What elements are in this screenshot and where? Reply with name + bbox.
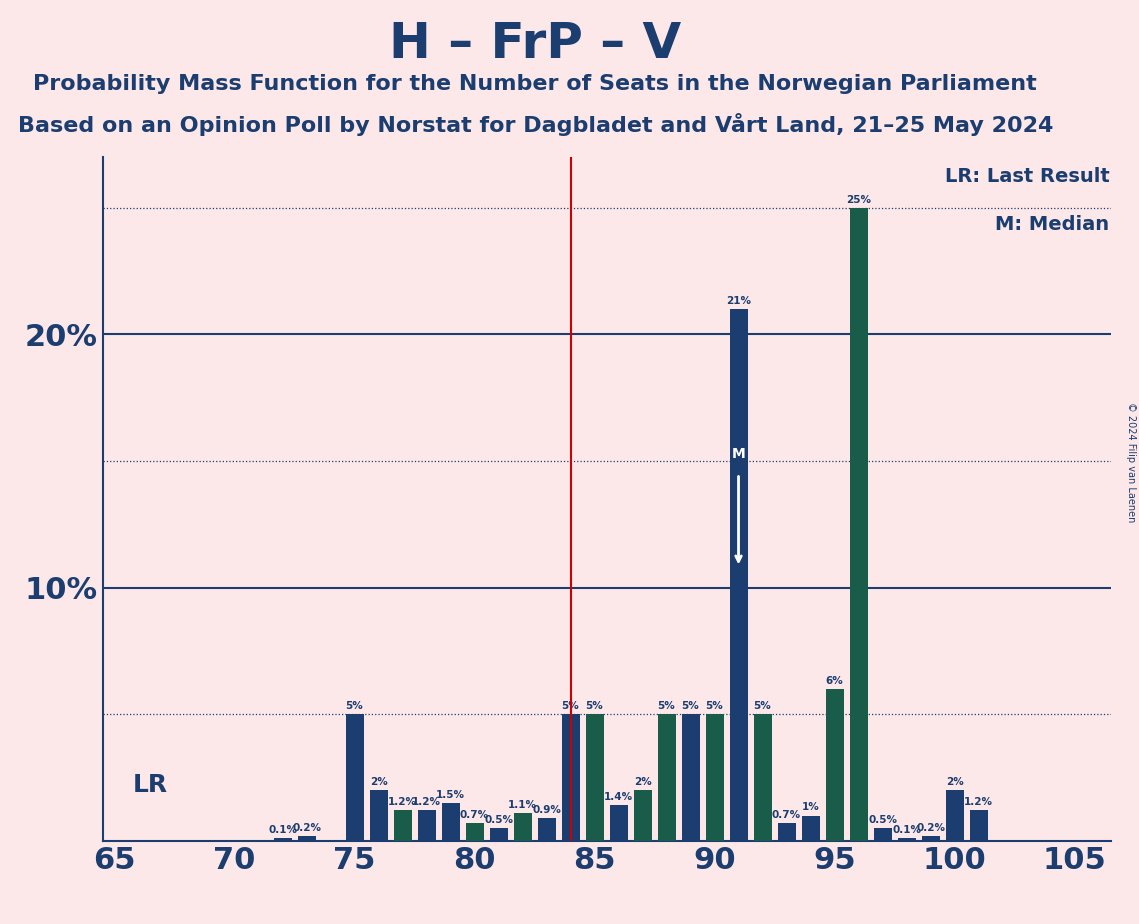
Bar: [297, 836, 316, 841]
Bar: [514, 813, 532, 841]
Text: 1.2%: 1.2%: [412, 797, 441, 808]
Bar: [393, 810, 411, 841]
Bar: [369, 790, 387, 841]
Text: 1.2%: 1.2%: [388, 797, 417, 808]
Bar: [442, 803, 459, 841]
Text: Probability Mass Function for the Number of Seats in the Norwegian Parliament: Probability Mass Function for the Number…: [33, 74, 1038, 94]
Text: 2%: 2%: [633, 777, 652, 787]
Text: 0.9%: 0.9%: [532, 805, 560, 815]
Text: 5%: 5%: [681, 701, 699, 711]
Bar: [898, 838, 916, 841]
Text: LR: Last Result: LR: Last Result: [944, 167, 1109, 187]
Text: 25%: 25%: [846, 195, 871, 205]
Text: M: M: [731, 447, 745, 461]
Text: 5%: 5%: [657, 701, 675, 711]
Bar: [562, 714, 580, 841]
Text: 1.4%: 1.4%: [604, 793, 633, 802]
Bar: [729, 309, 747, 841]
Bar: [850, 208, 868, 841]
Text: 5%: 5%: [706, 701, 723, 711]
Text: 0.1%: 0.1%: [892, 825, 921, 835]
Bar: [585, 714, 604, 841]
Text: 5%: 5%: [345, 701, 363, 711]
Bar: [633, 790, 652, 841]
Bar: [778, 823, 795, 841]
Text: 2%: 2%: [370, 777, 387, 787]
Bar: [490, 828, 508, 841]
Text: 5%: 5%: [754, 701, 771, 711]
Bar: [705, 714, 723, 841]
Text: 0.5%: 0.5%: [868, 815, 898, 825]
Text: 1%: 1%: [802, 802, 819, 812]
Bar: [273, 838, 292, 841]
Text: 6%: 6%: [826, 675, 843, 686]
Text: 0.2%: 0.2%: [292, 822, 321, 833]
Text: 0.1%: 0.1%: [268, 825, 297, 835]
Bar: [681, 714, 699, 841]
Bar: [874, 828, 892, 841]
Text: 5%: 5%: [585, 701, 604, 711]
Bar: [418, 810, 435, 841]
Text: 2%: 2%: [945, 777, 964, 787]
Text: LR: LR: [133, 773, 169, 797]
Text: 0.7%: 0.7%: [772, 810, 801, 821]
Bar: [538, 818, 556, 841]
Text: 0.5%: 0.5%: [484, 815, 513, 825]
Text: M: Median: M: Median: [995, 215, 1109, 234]
Bar: [754, 714, 771, 841]
Bar: [657, 714, 675, 841]
Bar: [345, 714, 363, 841]
Bar: [466, 823, 484, 841]
Text: 0.2%: 0.2%: [916, 822, 945, 833]
Text: © 2024 Filip van Laenen: © 2024 Filip van Laenen: [1126, 402, 1136, 522]
Bar: [802, 816, 820, 841]
Bar: [921, 836, 940, 841]
Text: 0.7%: 0.7%: [460, 810, 489, 821]
Bar: [969, 810, 988, 841]
Bar: [609, 806, 628, 841]
Text: 1.5%: 1.5%: [436, 790, 465, 800]
Text: 21%: 21%: [726, 296, 751, 306]
Bar: [826, 689, 844, 841]
Text: 1.2%: 1.2%: [964, 797, 993, 808]
Text: 5%: 5%: [562, 701, 580, 711]
Bar: [945, 790, 964, 841]
Text: 1.1%: 1.1%: [508, 800, 536, 810]
Text: Based on an Opinion Poll by Norstat for Dagbladet and Vårt Land, 21–25 May 2024: Based on an Opinion Poll by Norstat for …: [17, 113, 1054, 136]
Text: H – FrP – V: H – FrP – V: [390, 20, 681, 68]
